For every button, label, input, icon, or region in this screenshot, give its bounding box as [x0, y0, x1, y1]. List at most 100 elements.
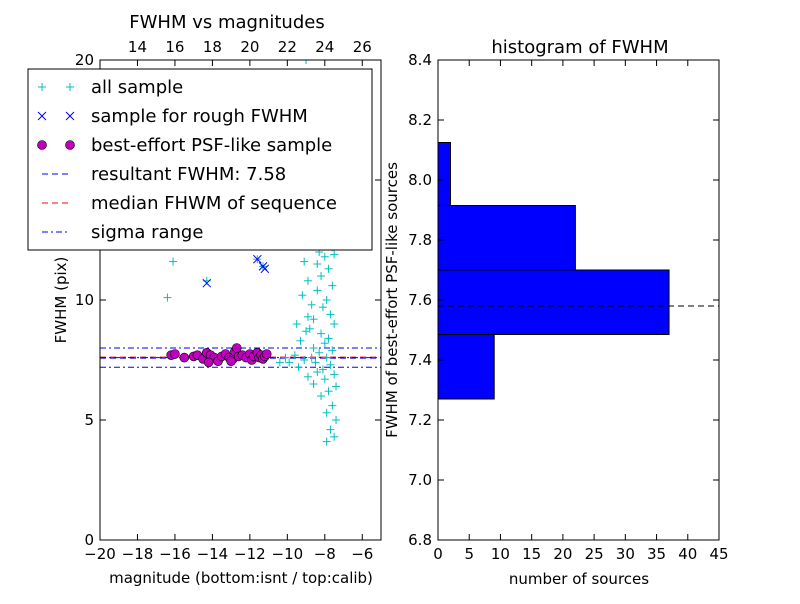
- data-point: [170, 349, 180, 359]
- x-tick-label: −14: [197, 545, 229, 563]
- legend-entry: sigma range: [42, 222, 203, 243]
- y-tick-label: 7.6: [408, 291, 432, 309]
- top-x-tick-label: 24: [315, 38, 334, 56]
- data-point: [317, 392, 326, 400]
- x-tick-label: −8: [314, 545, 336, 563]
- legend-marker: [65, 140, 75, 150]
- x-tick-label: −20: [84, 545, 116, 563]
- x-tick-label: −6: [351, 545, 373, 563]
- right-chart: histogram of FWHM 0 5 10 15 20 25 30 35 40 45 6.8 7…: [383, 37, 729, 588]
- data-point: [298, 291, 307, 300]
- data-point: [313, 260, 322, 268]
- data-point: [330, 320, 339, 328]
- data-point: [328, 281, 337, 290]
- top-x-tick-label: 22: [278, 38, 297, 56]
- data-point: [300, 356, 309, 364]
- data-point: [318, 365, 327, 374]
- data-point: [253, 254, 262, 264]
- data-point: [326, 425, 335, 434]
- top-x-tick-label: 20: [240, 38, 259, 56]
- data-point: [260, 264, 270, 274]
- data-point: [313, 368, 322, 376]
- y-tick-label: 20: [75, 51, 94, 69]
- data-point: [324, 334, 333, 343]
- histogram-bar: [437, 142, 451, 206]
- data-point: [203, 357, 214, 368]
- x-tick-label: 0: [433, 545, 443, 563]
- legend: all sample sample for rough FWHM best-effo…: [27, 68, 373, 251]
- data-point: [326, 310, 335, 319]
- x-tick-label: 45: [709, 545, 728, 563]
- legend-marker: [37, 111, 47, 121]
- x-tick-label: 35: [647, 545, 666, 563]
- data-point: [226, 356, 236, 367]
- data-point: [320, 375, 329, 384]
- legend-label: sigma range: [91, 222, 203, 243]
- top-x-tick-label: 16: [165, 38, 184, 56]
- legend-entry: resultant FWHM: 7.58: [42, 164, 286, 185]
- data-point: [320, 252, 329, 261]
- data-point: [330, 432, 339, 441]
- data-point: [322, 353, 331, 362]
- data-point: [303, 372, 312, 381]
- legend-box: [27, 68, 373, 251]
- histogram-bar: [437, 205, 576, 271]
- y-tick-label: 7.8: [408, 231, 432, 249]
- data-point: [322, 408, 331, 417]
- legend-marker: [37, 140, 47, 150]
- data-point: [290, 351, 299, 360]
- data-point: [322, 437, 331, 446]
- data-point: [332, 416, 341, 424]
- data-point: [332, 382, 341, 391]
- x-tick-label: 15: [522, 545, 541, 563]
- data-point: [328, 346, 337, 355]
- data-point: [261, 349, 272, 359]
- data-point: [275, 358, 284, 367]
- data-point: [309, 315, 318, 324]
- x-tick-label: 20: [553, 545, 572, 563]
- series-x: [202, 254, 270, 288]
- x-tick-label: 5: [464, 545, 474, 563]
- data-point: [169, 257, 178, 266]
- data-point: [305, 324, 314, 333]
- data-point: [311, 358, 320, 367]
- legend-marker: [66, 83, 74, 91]
- left-x-axis-label: magnitude (bottom:isnt / top:calib): [109, 569, 373, 587]
- data-point: [326, 360, 335, 369]
- x-tick-label: 10: [491, 545, 510, 563]
- data-point: [303, 312, 312, 321]
- right-x-axis-label: number of sources: [509, 570, 649, 588]
- x-tick-label: −10: [272, 545, 304, 563]
- data-point: [202, 278, 212, 288]
- y-tick-label: 0: [84, 531, 94, 549]
- top-x-tick-label: 14: [128, 38, 147, 56]
- y-tick-label: 7.2: [408, 411, 432, 429]
- data-point: [231, 343, 242, 353]
- data-point: [294, 363, 303, 372]
- data-point: [307, 353, 316, 362]
- y-tick-label: 7.4: [408, 351, 432, 369]
- data-point: [322, 296, 331, 304]
- left-chart: FWHM vs magnitudes −20 −18 −16 −14 −12 −10 −8−…: [27, 12, 382, 587]
- legend-label: sample for rough FWHM: [91, 106, 308, 127]
- y-tick-label: 8.0: [408, 171, 432, 189]
- data-point: [179, 352, 190, 363]
- data-point: [313, 286, 322, 295]
- x-tick-label: 40: [678, 545, 697, 563]
- x-tick-label: 30: [616, 545, 635, 563]
- data-point: [320, 339, 329, 348]
- data-point: [300, 257, 309, 266]
- legend-label: resultant FWHM: 7.58: [91, 164, 286, 185]
- x-tick-label: −16: [159, 545, 191, 563]
- y-tick-label: 8.4: [408, 51, 432, 69]
- top-x-tick-label: 26: [353, 38, 372, 56]
- data-point: [324, 264, 333, 273]
- legend-label: median FHWM of sequence: [91, 193, 337, 214]
- data-point: [318, 303, 327, 312]
- histogram-bar: [437, 269, 670, 335]
- right-chart-title: histogram of FWHM: [491, 37, 668, 58]
- data-point: [292, 320, 301, 328]
- y-tick-label: 8.2: [408, 111, 432, 129]
